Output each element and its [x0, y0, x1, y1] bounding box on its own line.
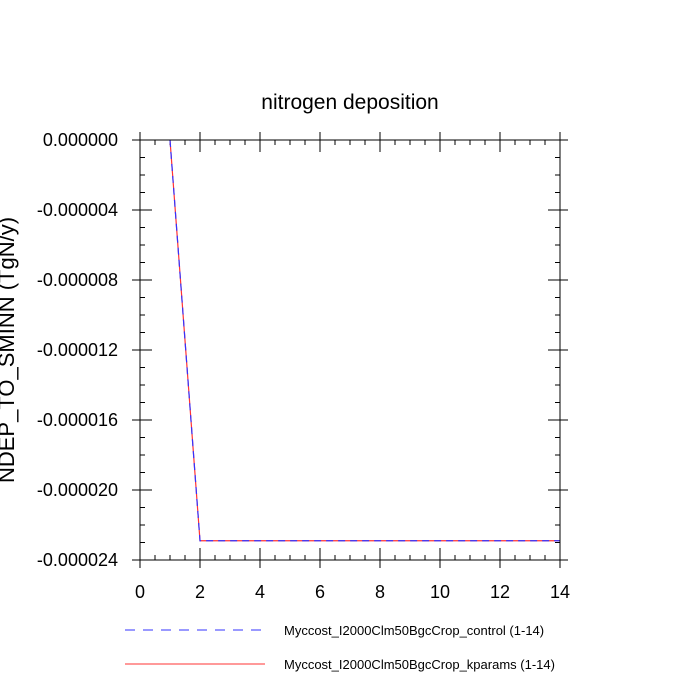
y-tick-label: -0.000016 — [37, 410, 118, 430]
y-tick-label: -0.000012 — [37, 340, 118, 360]
y-tick-label: -0.000024 — [37, 550, 118, 570]
plot-frame — [139, 139, 561, 561]
y-tick-label: -0.000004 — [37, 200, 118, 220]
series-lines — [169, 139, 560, 542]
x-tick-label: 0 — [135, 582, 145, 602]
series-line-2 — [169, 139, 560, 542]
y-axis-label-group: NDEP_TO_SMINN (TgN/y) — [0, 217, 19, 483]
x-tick-label: 10 — [430, 582, 450, 602]
y-tick-labels: 0.000000 -0.000004 -0.000008 -0.000012 -0.00… — [37, 130, 118, 570]
y-tick-label: -0.000008 — [37, 270, 118, 290]
x-tick-label: 12 — [490, 582, 510, 602]
x-tick-label: 4 — [255, 582, 265, 602]
legend-label-2: Myccost_I2000Clm50BgcCrop_kparams (1-14) — [284, 657, 555, 672]
y-tick-label: 0.000000 — [43, 130, 118, 150]
legend: Myccost_I2000Clm50BgcCrop_control (1-14)… — [125, 623, 555, 672]
y-axis-label: NDEP_TO_SMINN (TgN/y) — [0, 217, 19, 483]
x-tick-label: 8 — [375, 582, 385, 602]
series-line-1 — [169, 139, 560, 542]
x-tick-labels: 0 2 4 6 8 10 12 14 — [135, 582, 570, 602]
chart-title: nitrogen deposition — [261, 91, 438, 114]
y-tick-label: -0.000020 — [37, 480, 118, 500]
x-tick-label: 2 — [195, 582, 205, 602]
x-tick-label: 14 — [550, 582, 570, 602]
x-tick-label: 6 — [315, 582, 325, 602]
legend-label-1: Myccost_I2000Clm50BgcCrop_control (1-14) — [284, 623, 544, 638]
